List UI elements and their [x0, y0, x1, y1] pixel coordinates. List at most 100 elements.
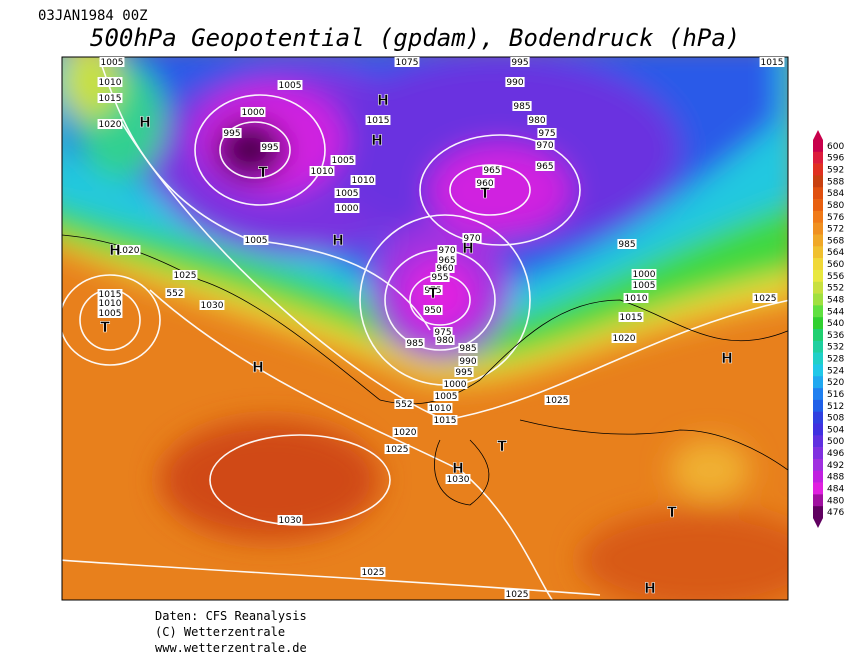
pressure-label: 970	[536, 141, 553, 151]
pressure-label: 1015	[99, 94, 122, 104]
legend-swatch	[813, 163, 823, 176]
legend-swatch	[813, 435, 823, 448]
pressure-center: H	[252, 360, 264, 376]
pressure-label: 980	[528, 116, 545, 126]
label-bg	[537, 128, 557, 138]
pressure-label: 1015	[367, 116, 390, 126]
pressure-label: 1000	[633, 270, 656, 280]
pressure-center: H	[644, 581, 656, 597]
pressure-center: H	[721, 351, 733, 367]
label-bg	[535, 140, 555, 150]
pressure-label: 1015	[99, 290, 122, 300]
legend-swatch	[813, 411, 823, 424]
legend-swatch	[813, 352, 823, 365]
pressure-label: 1000	[336, 204, 359, 214]
label-bg	[392, 427, 418, 437]
pressure-label: 1025	[174, 271, 197, 281]
pressure-label: 955	[431, 273, 448, 283]
label-bg	[512, 101, 532, 111]
label-bg	[277, 80, 303, 90]
legend-swatch	[813, 187, 823, 200]
label-bg	[97, 119, 123, 129]
label-bg	[330, 155, 356, 165]
label-bg	[309, 166, 335, 176]
pressure-label: 1025	[754, 294, 777, 304]
legend-swatch	[813, 151, 823, 164]
label-bg	[350, 175, 376, 185]
pressure-center: T	[497, 439, 507, 455]
pressure-label: 995	[455, 368, 472, 378]
legend-arrow-top	[813, 130, 823, 140]
legend-level-label: 580	[827, 201, 844, 211]
legend-swatch	[813, 199, 823, 212]
legend-level-label: 480	[827, 496, 844, 506]
label-bg	[433, 327, 453, 337]
label-bg	[165, 288, 185, 298]
pressure-label: 1005	[101, 58, 124, 68]
legend-level-label: 600	[827, 142, 844, 152]
pressure-label: 1005	[332, 156, 355, 166]
pressure-center: H	[452, 461, 464, 477]
legend-swatch	[813, 458, 823, 472]
label-bg	[115, 245, 141, 255]
label-bg	[510, 57, 530, 67]
label-bg	[433, 391, 459, 401]
pressure-label: 1025	[362, 568, 385, 578]
pressure-label: 1010	[99, 78, 122, 88]
legend-level-label: 552	[827, 284, 844, 294]
label-bg	[423, 285, 443, 295]
pressure-center: H	[109, 243, 121, 259]
pressure-label: 1020	[394, 428, 417, 438]
source-note: Daten: CFS Reanalysis	[155, 609, 307, 623]
label-bg	[432, 415, 458, 425]
pressure-label: 1025	[386, 445, 409, 455]
copyright-note: (C) Wetterzentrale	[155, 625, 285, 639]
legend-swatch	[813, 388, 823, 401]
label-bg	[462, 233, 482, 243]
pressure-label: 960	[476, 179, 493, 189]
pressure-label: 965	[438, 256, 455, 266]
legend-level-label: 524	[827, 366, 844, 376]
map-title: 500hPa Geopotential (gpdam), Bodendruck …	[90, 24, 740, 52]
label-bg	[405, 338, 425, 348]
legend-level-label: 588	[827, 177, 844, 187]
legend-level-label: 548	[827, 295, 844, 305]
legend-swatch	[813, 399, 823, 412]
pressure-center: H	[332, 233, 344, 249]
pressure-label: 990	[459, 357, 476, 367]
pressure-label: 995	[261, 143, 278, 153]
legend-swatch	[813, 482, 823, 495]
label-bg	[611, 333, 637, 343]
legend-level-label: 476	[827, 508, 844, 518]
legend-level-label: 484	[827, 484, 844, 494]
label-bg	[631, 269, 657, 279]
label-bg	[504, 589, 530, 599]
label-bg	[527, 115, 547, 125]
label-bg	[458, 356, 478, 366]
map-field	[62, 57, 788, 600]
pressure-label: 1075	[396, 58, 419, 68]
legend-swatch	[813, 175, 823, 188]
legend-level-label: 596	[827, 154, 844, 164]
legend-level-label: 572	[827, 225, 844, 235]
label-bg	[97, 308, 123, 318]
legend-swatch	[813, 258, 823, 271]
pressure-label: 985	[459, 344, 476, 354]
pressure-label: 1015	[434, 416, 457, 426]
label-bg	[475, 178, 495, 188]
legend-level-label: 492	[827, 461, 844, 471]
pressure-label: 1005	[279, 81, 302, 91]
label-bg	[99, 57, 125, 67]
pressure-label: 1010	[99, 299, 122, 309]
legend-level-label: 488	[827, 473, 844, 483]
label-bg	[97, 77, 123, 87]
legend-swatch	[813, 494, 823, 507]
legend-level-label: 560	[827, 260, 844, 270]
legend-swatch	[813, 222, 823, 235]
label-bg	[97, 93, 123, 103]
label-bg	[365, 115, 391, 125]
pressure-label: 1010	[352, 176, 375, 186]
legend-level-label: 540	[827, 319, 844, 329]
pressure-label: 1000	[444, 380, 467, 390]
